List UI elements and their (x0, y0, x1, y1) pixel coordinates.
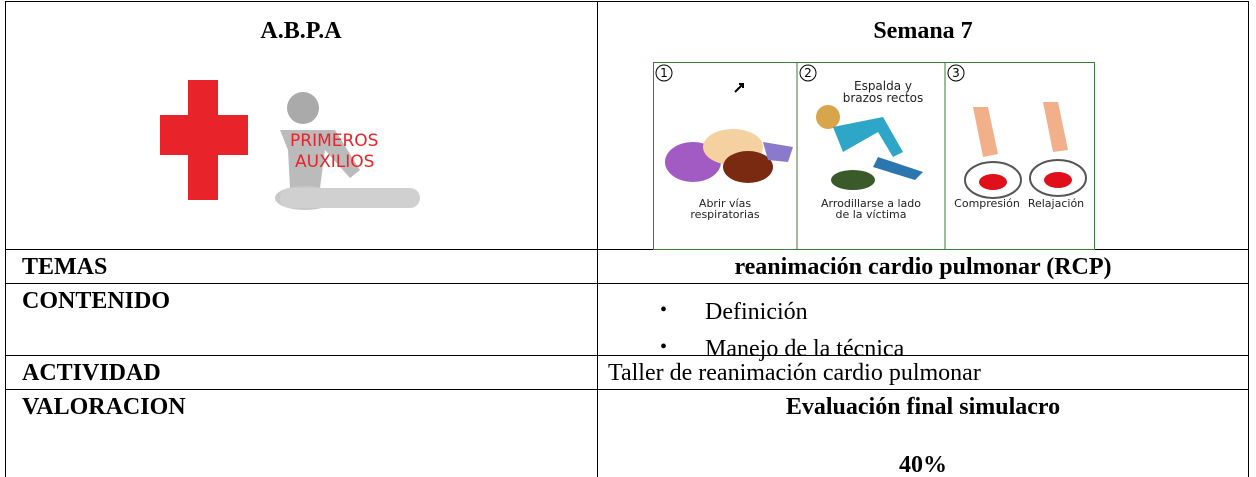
row-content: reanimación cardio pulmonar (RCP) (734, 254, 1112, 280)
step-caption: respiratorias (690, 208, 759, 221)
row-label: VALORACION (22, 394, 186, 420)
row-content: Evaluación final simulacro (785, 394, 1061, 420)
logo-text: PRIMEROS (290, 131, 378, 151)
step-caption: Abrir vías (699, 197, 751, 210)
border (5, 1, 6, 477)
step-number: 1 (660, 66, 668, 80)
logo-text: AUXILIOS (295, 152, 374, 172)
right-title: Semana 7 (873, 18, 973, 44)
left-title: A.B.P.A (260, 18, 342, 44)
border (597, 1, 598, 477)
row-content: Manejo de la técnica (705, 336, 905, 362)
step-caption: de la víctima (836, 208, 907, 221)
row-label: ACTIVIDAD (22, 360, 161, 386)
border (1248, 1, 1249, 477)
border (5, 1, 1249, 2)
step-note: Espalda y (854, 79, 912, 93)
border (5, 355, 1249, 356)
step-caption: Compresión (954, 197, 1020, 210)
row-label: CONTENIDO (22, 288, 171, 314)
step-note: brazos rectos (843, 91, 924, 105)
border (5, 249, 1249, 250)
first-aid-logo: PRIMEROS AUXILIOS (160, 80, 420, 210)
border (5, 283, 1249, 284)
bullet: • (660, 336, 668, 358)
row-content: 40% (899, 452, 947, 477)
step-caption: Arrodillarse a lado (821, 197, 921, 210)
bullet: • (660, 299, 668, 321)
step-caption: Relajación (1028, 197, 1084, 210)
row-label: TEMAS (22, 254, 108, 280)
cpr-steps: 1 2 3 Espalda y brazos rectos Abrir vías… (653, 62, 1095, 250)
row-content: Definición (705, 299, 808, 325)
border (5, 389, 1249, 390)
step-number: 3 (952, 66, 960, 80)
row-content: Taller de reanimación cardio pulmonar (608, 360, 981, 386)
step-number: 2 (804, 66, 812, 80)
